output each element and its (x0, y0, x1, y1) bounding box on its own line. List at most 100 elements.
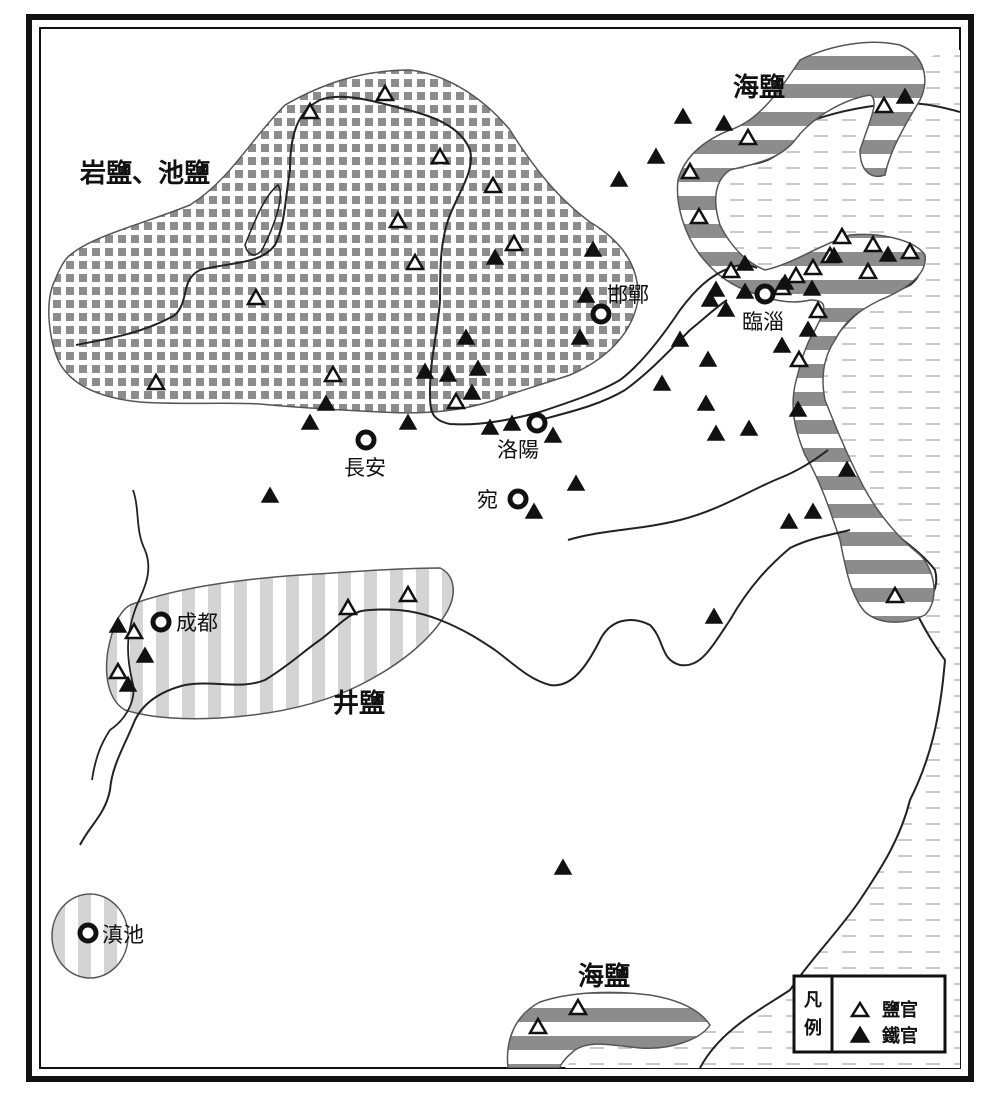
city-marker (590, 303, 612, 325)
salt-office-triangle-icon (737, 127, 759, 146)
salt-office-triangle-icon (788, 349, 810, 368)
salt-office-triangle-icon (404, 252, 426, 271)
iron-office-triangle-icon (735, 282, 755, 299)
iron-office-triangle-icon (779, 512, 799, 529)
iron-office-triangle-icon (415, 362, 435, 379)
salt-office-triangle-icon (374, 83, 396, 102)
city-label-changan: 長安 (344, 456, 386, 480)
sea-salt-region-south (506, 991, 711, 1068)
iron-office-triangle-icon (108, 616, 128, 633)
city-marker (355, 429, 377, 451)
iron-office-triangle-icon (735, 254, 755, 271)
iron-office-triangle-icon (609, 170, 629, 187)
iron-office-triangle-icon (775, 273, 795, 290)
iron-office-triangle-icon (462, 383, 482, 400)
city-dianchi: 滇池 (77, 922, 144, 947)
river-central (539, 299, 728, 421)
iron-office-triangle-icon (824, 246, 844, 263)
salt-office-triangle-icon (503, 233, 525, 252)
iron-office-triangle-icon (524, 502, 544, 519)
salt-office-triangle-icon (429, 146, 451, 165)
salt-office-triangle-icon (145, 372, 167, 391)
iron-office-triangle-icon (480, 418, 500, 435)
city-handan: 邯鄲 (590, 283, 649, 325)
salt-office-triangle-icon (567, 997, 589, 1016)
yellow-river-loop (244, 183, 282, 256)
city-label-handan: 邯鄲 (607, 283, 649, 307)
iron-office-triangle-icon (700, 290, 720, 307)
salt-office-triangle-icon (337, 597, 359, 616)
salt-office-triangle-icon (445, 391, 467, 410)
iron-office-triangle-icon (670, 330, 690, 347)
iron-office-triangle-icon (739, 419, 759, 436)
iron-office-triangle-icon (566, 474, 586, 491)
legend-title-line1: 凡 (804, 990, 822, 1011)
region-label-sea-salt-north: 海鹽 (733, 72, 785, 103)
iron-office-triangle-icon (652, 374, 672, 391)
iron-office-triangle-icon (502, 414, 522, 431)
salt-office-triangle-icon (322, 364, 344, 383)
legend-box (792, 974, 947, 1054)
rock-pond-salt-region (48, 69, 639, 414)
iron-office-triangle-icon (468, 359, 488, 376)
iron-office-triangle-icon (135, 646, 155, 663)
salt-office-triangle-icon (107, 661, 129, 680)
salt-office-triangle-icon (802, 257, 824, 276)
salt-office-triangle-icon (679, 161, 701, 180)
legend-title-line2: 例 (804, 1017, 822, 1039)
legend: 凡 例 鹽官 鐵官 (792, 974, 947, 1054)
salt-office-triangle-icon (527, 1016, 549, 1035)
salt-office-triangle-icon (720, 260, 742, 279)
city-chengdu: 成都 (150, 611, 218, 635)
city-label-dianchi: 滇池 (102, 923, 144, 947)
iron-office-triangle-icon (456, 328, 476, 345)
iron-office-markers (108, 87, 915, 875)
iron-office-triangle-icon (837, 460, 857, 477)
salt-office-triangle-icon (857, 261, 879, 280)
iron-office-triangle-icon (696, 394, 716, 411)
iron-office-triangle-icon (802, 279, 822, 296)
iron-office-triangle-icon (895, 87, 915, 104)
city-wan: 宛 (477, 488, 529, 512)
iron-office-triangle-icon (706, 280, 726, 297)
city-label-luoyang: 洛陽 (497, 438, 539, 462)
salt-office-triangle-icon (873, 95, 895, 114)
iron-office-triangle-icon (583, 240, 603, 257)
iron-office-triangle-icon (576, 286, 596, 303)
iron-office-triangle-icon (570, 328, 590, 345)
yellow-river (75, 95, 758, 426)
iron-office-triangle-icon (798, 320, 818, 337)
salt-office-markers (107, 83, 921, 1035)
iron-office-triangle-icon (704, 607, 724, 624)
iron-office-triangle-icon (803, 502, 823, 519)
well-salt-region (105, 567, 454, 720)
city-marker (150, 611, 172, 633)
city-changan: 長安 (344, 429, 386, 480)
iron-office-triangle-icon (646, 147, 666, 164)
salt-office-triangle-icon (785, 265, 807, 284)
salt-office-triangle-icon (299, 101, 321, 120)
salt-office-triangle-icon (387, 210, 409, 229)
region-label-rock-pond-salt: 岩鹽、池鹽 (79, 158, 210, 189)
sea-east (690, 50, 960, 1068)
iron-office-triangle-icon (716, 300, 736, 317)
iron-office-triangle-icon (878, 245, 898, 262)
city-label-linzi: 臨淄 (742, 310, 784, 334)
iron-office-triangle-icon (698, 350, 718, 367)
iron-office-triangle-icon (788, 400, 808, 417)
salt-office-triangle-icon (123, 621, 145, 640)
salt-office-triangle-icon (482, 175, 504, 194)
iron-office-triangle-icon (118, 675, 138, 692)
iron-office-triangle-icon (553, 858, 573, 875)
salt-office-triangle-icon (807, 300, 829, 319)
city-label-wan: 宛 (477, 488, 498, 512)
iron-office-triangle-icon (485, 248, 505, 265)
iron-office-triangle-icon (398, 413, 418, 430)
iron-office-triangle-icon (316, 394, 336, 411)
iron-office-triangle-icon (714, 114, 734, 131)
legend-iron-label: 鐵官 (882, 1025, 918, 1047)
salt-office-triangle-icon (245, 287, 267, 306)
salt-office-triangle-icon (899, 241, 921, 260)
iron-office-triangle-icon (772, 336, 792, 353)
